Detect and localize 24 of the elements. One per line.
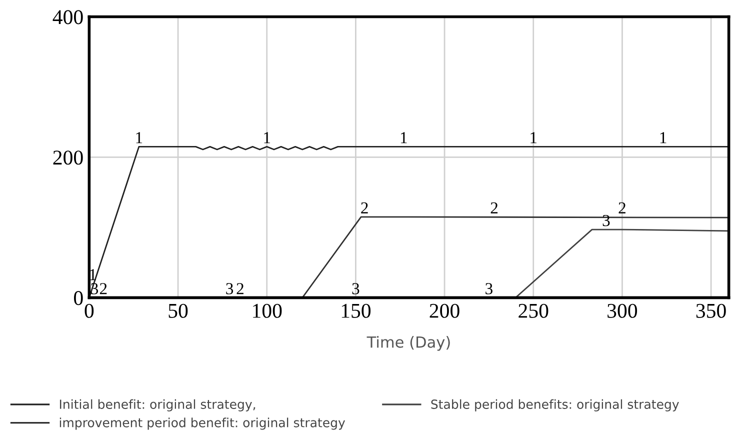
annotation: 1 — [660, 132, 666, 144]
x-tick-label: 300 — [608, 304, 638, 318]
annotation: 2 — [361, 202, 368, 214]
annotation: 2 — [618, 202, 626, 214]
annotation: 1 — [400, 132, 407, 144]
annotation: 1 — [264, 132, 270, 144]
y-tick-label: 400 — [52, 10, 83, 24]
x-tick-label: 100 — [253, 304, 282, 318]
annotation: 1 — [530, 132, 537, 144]
x-tick-label: 200 — [430, 304, 460, 318]
legend-label: improvement period benefit: original strategy — [60, 418, 346, 430]
y-tick-label: 0 — [74, 291, 83, 306]
x-tick-label: 150 — [342, 304, 371, 318]
x-tick-label: 0 — [84, 304, 94, 318]
legend-label: Initial benefit: original strategy, — [60, 399, 256, 412]
x-tick-label: 250 — [518, 304, 548, 318]
x-tick-label: 50 — [168, 304, 188, 318]
annotation: 3 — [602, 214, 610, 226]
x-axis-title: Time (Day) — [366, 336, 450, 351]
annotation: 1 — [136, 132, 142, 144]
annotation: 2 — [490, 202, 498, 214]
x-tick-label: 350 — [696, 304, 726, 318]
legend-label: Stable period benefits: original strategy — [431, 399, 679, 412]
y-tick-label: 200 — [53, 150, 83, 165]
